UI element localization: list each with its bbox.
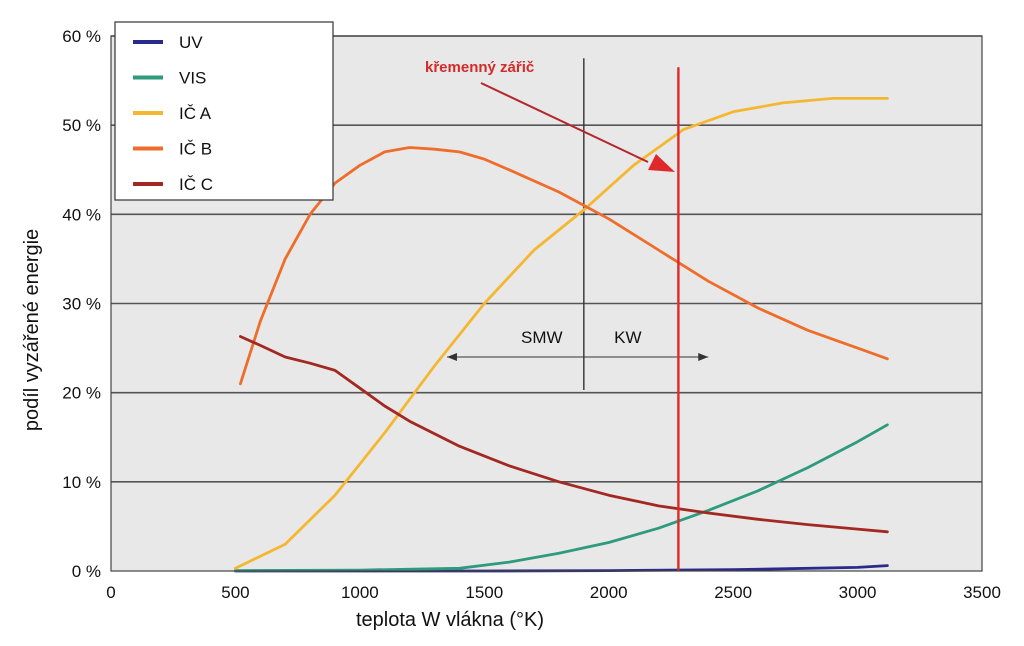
y-tick-label-20: 20 % xyxy=(62,384,101,403)
y-tick-label-50: 50 % xyxy=(62,116,101,135)
range-arrowhead-left xyxy=(446,353,457,361)
x-tick-label-2500: 2500 xyxy=(714,583,752,602)
x-tick-label-3500: 3500 xyxy=(963,583,1001,602)
x-tick-label-1000: 1000 xyxy=(341,583,379,602)
smw-label: SMW xyxy=(521,328,563,347)
range-arrowhead-right xyxy=(698,353,709,361)
x-tick-label-500: 500 xyxy=(221,583,249,602)
legend-label-2: IČ A xyxy=(179,104,212,123)
annotations-back: SMW KW xyxy=(446,58,709,390)
series-line-2 xyxy=(234,97,889,570)
x-tick-label-1500: 1500 xyxy=(465,583,503,602)
legend-label-4: IČ C xyxy=(179,175,213,194)
quartz-label: křemenný zářič xyxy=(425,59,534,76)
kw-label: KW xyxy=(614,328,641,347)
plot-border xyxy=(110,35,983,572)
y-axis-title: podíl vyzářené energie xyxy=(21,229,43,431)
series-line-4 xyxy=(239,335,889,534)
y-tick-label-40: 40 % xyxy=(62,205,101,224)
x-tick-label-0: 0 xyxy=(106,583,115,602)
axes: 0 % 10 % 20 % 30 % 40 % 50 % 60 % 0 500 1000 1500 2… xyxy=(62,27,1001,602)
annotations-front: křemenný zářič xyxy=(425,59,680,571)
legend-label-1: VIS xyxy=(179,69,206,88)
series-line-1 xyxy=(234,423,889,572)
legend-label-0: UV xyxy=(179,33,203,52)
y-tick-label-0: 0 % xyxy=(72,562,101,581)
quartz-arrow-line xyxy=(480,82,649,163)
legend-label-3: IČ B xyxy=(179,140,212,159)
y-tick-label-10: 10 % xyxy=(62,473,101,492)
y-tick-label-60: 60 % xyxy=(62,27,101,46)
x-tick-label-2000: 2000 xyxy=(590,583,628,602)
x-tick-label-3000: 3000 xyxy=(839,583,877,602)
quartz-arrowhead xyxy=(648,154,675,172)
series-line-3 xyxy=(239,146,889,386)
x-axis-title: teplota W vlákna (°K) xyxy=(356,609,544,631)
legend: UV VIS IČ A IČ B IČ C xyxy=(114,21,334,201)
y-tick-label-30: 30 % xyxy=(62,295,101,314)
